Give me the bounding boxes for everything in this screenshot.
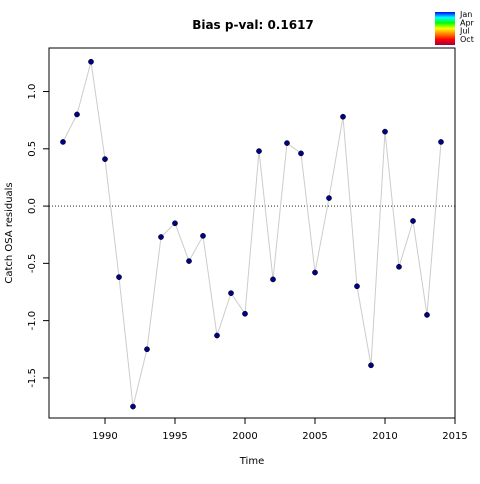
x-tick-label: 1990: [92, 431, 117, 442]
x-tick-label: 2010: [372, 431, 397, 442]
legend-label-apr: Apr: [460, 18, 475, 27]
plot-frame: [48, 47, 456, 419]
series-connector-line: [62, 61, 442, 407]
data-point: [102, 156, 108, 162]
data-point: [284, 140, 290, 146]
data-point: [242, 310, 248, 317]
data-point: [354, 283, 360, 290]
data-point: [74, 111, 80, 118]
legend-color-bar: [435, 12, 455, 45]
data-points-group: [60, 58, 444, 410]
data-point: [270, 276, 276, 283]
data-point: [340, 113, 346, 120]
data-point: [298, 150, 304, 157]
legend-label-jul: Jul: [459, 27, 470, 36]
data-point: [158, 234, 164, 240]
data-point: [130, 403, 136, 410]
data-point: [382, 128, 388, 135]
chart-title: Bias p-val: 0.1617: [192, 18, 314, 32]
x-tick-label: 1995: [162, 431, 187, 442]
data-point: [396, 263, 402, 270]
data-point: [438, 139, 444, 145]
x-axis: 1990 1995 2000 2005 2010 2015: [92, 418, 468, 442]
data-point: [60, 139, 66, 145]
data-point: [410, 218, 416, 224]
y-tick-label: -0.5: [27, 254, 38, 274]
data-point: [88, 58, 94, 65]
data-point: [312, 269, 318, 276]
legend-label-jan: Jan: [459, 10, 472, 19]
x-tick-label: 2005: [302, 431, 327, 442]
data-point: [256, 148, 262, 154]
y-axis-title: Catch OSA residuals: [4, 182, 15, 283]
legend-label-oct: Oct: [460, 35, 474, 44]
y-tick-label: -1.5: [27, 368, 38, 388]
data-point: [424, 312, 430, 318]
y-tick-label: -1.0: [27, 311, 38, 331]
x-tick-label: 2000: [232, 431, 257, 442]
data-point: [186, 258, 192, 264]
data-point: [144, 346, 150, 353]
data-point: [368, 362, 374, 369]
x-tick-label: 2015: [442, 431, 467, 442]
x-axis-title: Time: [239, 456, 264, 467]
y-tick-label: 0.0: [27, 198, 38, 214]
series-line-group: [62, 61, 442, 407]
y-tick-label: 0.5: [27, 141, 38, 157]
data-point: [200, 233, 206, 239]
data-point: [214, 332, 220, 339]
data-point: [228, 290, 234, 296]
y-axis: -1.5 -1.0 -0.5 0.0 0.5 1.0: [27, 84, 49, 388]
data-point: [116, 274, 122, 280]
data-point: [172, 220, 178, 227]
data-point: [326, 195, 332, 201]
y-tick-label: 1.0: [27, 84, 38, 100]
